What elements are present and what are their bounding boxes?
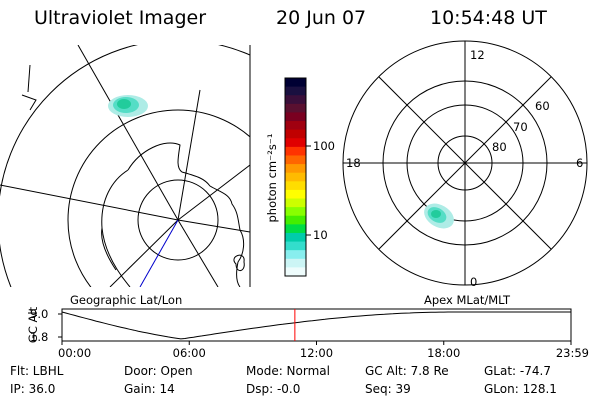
lat-circle-inner — [137, 179, 219, 261]
apex-polar-map — [342, 40, 588, 286]
colorbar-unit-label: photon cm⁻²s⁻¹ — [265, 134, 279, 223]
door-info: Door: Open — [124, 364, 193, 378]
seq-info: Seq: 39 — [365, 382, 411, 396]
coastline-island — [233, 254, 245, 271]
xtick-label: 18:00 — [427, 346, 460, 360]
mlt-label-bottom: 0 — [470, 275, 477, 289]
colorbar-segment — [285, 241, 306, 251]
meridian-line — [109, 219, 179, 287]
lat-circle-mid — [67, 109, 250, 287]
instrument-title: Ultraviolet Imager — [34, 7, 206, 29]
colorbar-segment — [285, 103, 306, 114]
colorbar-segment — [285, 155, 306, 165]
gain-info: Gain: 14 — [124, 382, 175, 396]
info-panel: Flt: LBHL IP: 36.0 Door: Open Gain: 14 M… — [10, 364, 557, 396]
mlt-label-right: 6 — [576, 156, 583, 170]
filter-info: Flt: LBHL — [10, 364, 64, 378]
colorbar-segment — [285, 232, 306, 243]
mlt-label-left: 18 — [346, 156, 361, 170]
altitude-curve — [61, 311, 571, 340]
meridian-line — [177, 219, 250, 233]
mlt-line-diagonal — [378, 76, 552, 250]
lat-label-70: 70 — [513, 120, 528, 134]
colorbar-segment — [285, 86, 306, 96]
colorbar-segment — [285, 78, 306, 88]
colorbar-segment — [285, 146, 306, 157]
glat-info: GLat: -74.7 — [484, 364, 551, 378]
altitude-xticks: 00:00 06:00 12:00 18:00 23:59 — [58, 341, 589, 360]
coastline-fragment — [21, 64, 37, 111]
colorbar-segment — [285, 207, 306, 217]
xtick-label: 12:00 — [300, 346, 333, 360]
altitude-ytick-low: 1.8 — [30, 330, 48, 344]
aurora-blob-left — [108, 95, 148, 117]
xtick-label: 23:59 — [556, 346, 589, 360]
lat-label-80: 80 — [492, 140, 507, 154]
meridian-line — [177, 164, 250, 221]
xtick-label: 06:00 — [173, 346, 206, 360]
colorbar-segment — [285, 267, 306, 277]
colorbar-segment — [285, 112, 306, 122]
altitude-plot: GC Alt 9.0 1.8 00:00 06:00 12:00 18:00 23:59 — [26, 306, 589, 360]
altitude-axis-label: GC Alt — [26, 306, 40, 343]
colorbar-segment — [285, 172, 306, 182]
colorbar-tick-label-100: 100 — [313, 139, 335, 153]
aurora-blob-right — [424, 203, 454, 229]
colorbar-tick-label-10: 10 — [313, 228, 328, 242]
time-label: 10:54:48 UT — [430, 7, 547, 29]
dsp-info: Dsp: -0.0 — [246, 382, 300, 396]
gc-alt-info: GC Alt: 7.8 Re — [365, 364, 449, 378]
date-label: 20 Jun 07 — [276, 7, 366, 29]
right-map-caption: Apex MLat/MLT — [424, 293, 511, 307]
coastline — [101, 142, 245, 287]
meridian-line — [177, 89, 201, 221]
terminator-line — [139, 219, 179, 287]
mlt-label-bg — [468, 48, 484, 62]
geographic-map — [0, 45, 251, 287]
mode-info: Mode: Normal — [246, 364, 330, 378]
meridian-line — [0, 184, 179, 221]
lat-label-60: 60 — [535, 99, 550, 113]
colorbar-segment — [285, 215, 306, 225]
meridian-line — [77, 45, 179, 221]
altitude-plot-frame — [61, 308, 572, 342]
colorbar-segment — [285, 121, 306, 131]
colorbar-segment — [285, 129, 306, 139]
ip-info: IP: 36.0 — [10, 382, 55, 396]
colorbar-frame — [284, 77, 307, 277]
colorbar-segment — [285, 258, 306, 268]
colorbar-segment — [285, 138, 306, 148]
colorbar-segment — [285, 164, 306, 174]
colorbar-segment — [285, 189, 306, 200]
colorbar-segment — [285, 250, 306, 260]
altitude-ytick-high: 9.0 — [30, 307, 48, 321]
colorbar-segment — [285, 198, 306, 208]
coastline-peninsula — [101, 227, 117, 271]
colorbar-segment — [285, 224, 306, 234]
xtick-label: 00:00 — [58, 346, 91, 360]
colorbar — [285, 78, 306, 277]
meridian-line — [177, 219, 219, 287]
left-map-caption: Geographic Lat/Lon — [70, 293, 182, 307]
colorbar-segment — [285, 95, 306, 105]
colorbar-segment — [285, 181, 306, 191]
mlt-label-top: 12 — [470, 48, 485, 62]
glon-info: GLon: 128.1 — [484, 382, 557, 396]
